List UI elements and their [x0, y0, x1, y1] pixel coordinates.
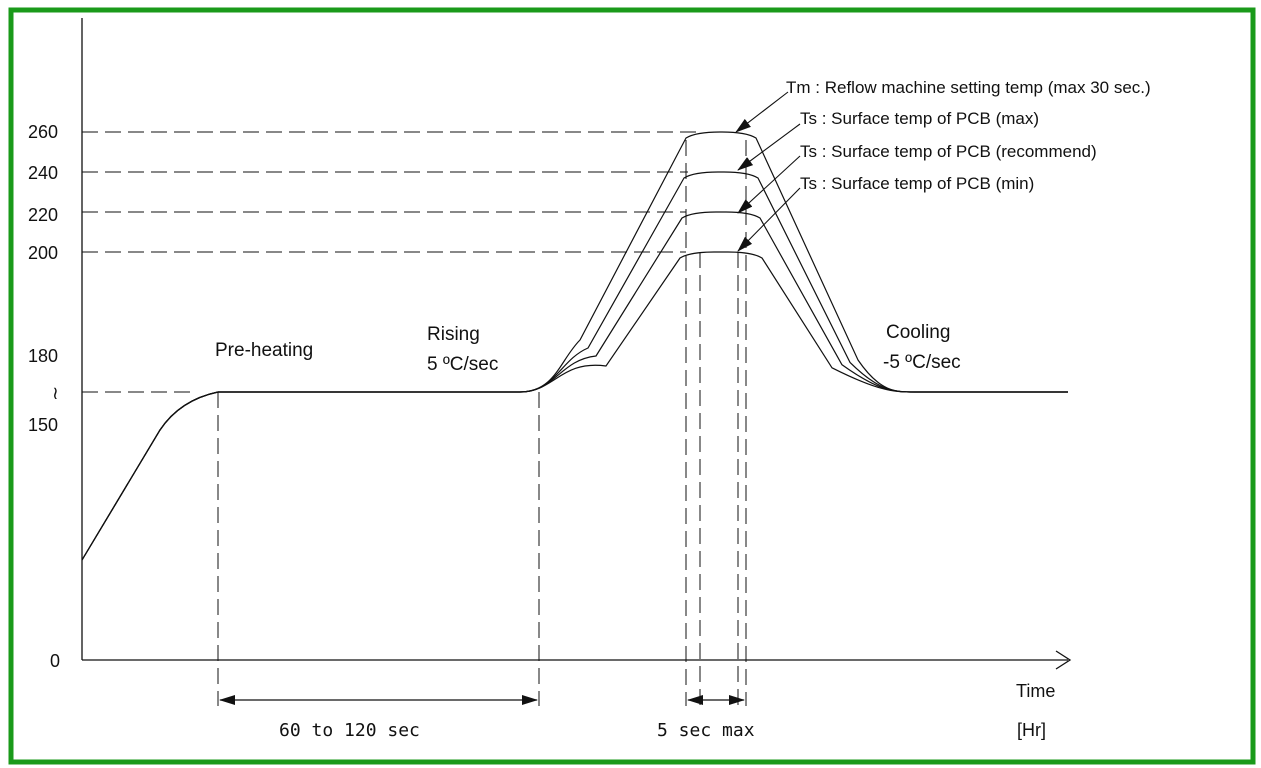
profile-curve-200: [81, 251, 1068, 561]
legend-tm: Tm : Reflow machine setting temp (max 30…: [786, 78, 1151, 97]
leader-ts-min: [737, 187, 801, 252]
y-tick-labels: 0 150 ≀ 180 200 220 240 260: [28, 122, 60, 671]
y-tick-label: 180: [28, 346, 58, 366]
label-preheating: Pre-heating: [215, 340, 313, 361]
label-rising: Rising: [427, 324, 480, 345]
temperature-guides: [82, 131, 700, 393]
leader-ts-rec: [737, 155, 801, 214]
x-axis-unit: [Hr]: [1017, 720, 1046, 740]
time-guides: [217, 140, 747, 706]
legend-ts-min: Ts : Surface temp of PCB (min): [800, 174, 1034, 193]
label-cooling-rate: -5 ºC/sec: [883, 352, 961, 373]
label-cooling: Cooling: [886, 322, 950, 343]
label-peak-duration: 5 sec max: [657, 720, 755, 741]
chart-frame: [8, 7, 1256, 765]
leader-tm: [735, 91, 789, 133]
y-tick-label: 240: [28, 163, 58, 183]
y-tick-label: 200: [28, 243, 58, 263]
legend-leaders: [735, 91, 801, 252]
label-preheat-duration: 60 to 120 sec: [279, 720, 420, 741]
legend-ts-recommend: Ts : Surface temp of PCB (recommend): [800, 142, 1097, 161]
y-tick-label: 260: [28, 122, 58, 142]
label-rising-rate: 5 ºC/sec: [427, 354, 498, 375]
y-tick-label: 150: [28, 415, 58, 435]
profile-curve-220: [81, 211, 1068, 561]
x-axis-label: Time: [1016, 681, 1055, 701]
leader-ts-max: [737, 123, 801, 171]
profile-curves: [81, 131, 1068, 561]
y-tick-label: 0: [50, 651, 60, 671]
y-tick-label: ≀: [52, 383, 59, 403]
y-tick-label: 220: [28, 205, 58, 225]
legend-ts-max: Ts : Surface temp of PCB (max): [800, 109, 1039, 128]
x-axis-arrowhead: [1055, 650, 1072, 670]
